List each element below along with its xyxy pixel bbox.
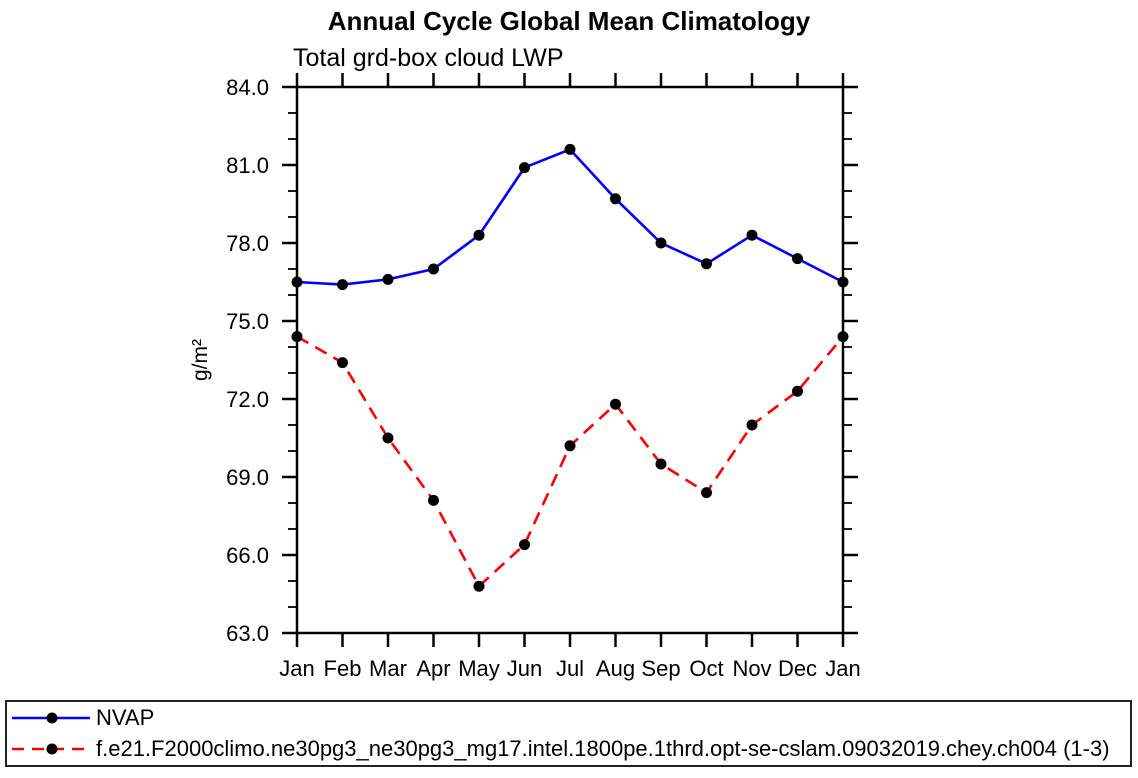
- x-tick-label: Oct: [689, 656, 723, 681]
- data-point-marker: [382, 432, 394, 444]
- x-tick-label: Jan: [825, 656, 860, 681]
- data-point-marker: [837, 331, 849, 343]
- series-line-1: [296, 335, 844, 589]
- y-tick-label: 84.0: [226, 75, 269, 100]
- data-point-marker: [291, 331, 303, 343]
- x-tick-label: Dec: [778, 656, 817, 681]
- data-point-marker: [792, 253, 803, 265]
- legend-label-nvap: NVAP: [96, 705, 155, 730]
- data-point-marker: [701, 258, 712, 270]
- legend-line-sample-nvap: [12, 712, 90, 724]
- legend-line-sample-model: [12, 743, 90, 755]
- x-tick-label: Jul: [556, 656, 584, 681]
- x-tick-label: Sep: [641, 656, 680, 681]
- y-axis-title: g/m²: [189, 339, 212, 381]
- plot-frame: [295, 85, 845, 635]
- series-markers-1: [291, 331, 849, 592]
- series-markers-0: [291, 143, 849, 291]
- x-tick-label: Jan: [279, 656, 314, 681]
- data-point-marker: [792, 385, 803, 397]
- legend-row-nvap: NVAP: [10, 703, 1130, 733]
- y-tick-label: 72.0: [226, 387, 269, 412]
- x-tick-labels: Jan Feb Mar Apr May Jun Jul Aug Sep Oct Nov Dec Jan: [279, 656, 860, 681]
- data-point-marker: [382, 273, 394, 285]
- data-point-marker: [610, 398, 621, 410]
- data-point-marker: [746, 419, 758, 431]
- data-point-marker: [564, 440, 576, 452]
- x-tick-label: May: [458, 656, 500, 681]
- data-point-marker: [428, 263, 439, 275]
- data-point-marker: [473, 580, 485, 592]
- data-point-marker: [701, 487, 712, 499]
- x-tick-label: Mar: [369, 656, 407, 681]
- x-tick-label: Apr: [416, 656, 450, 681]
- data-point-marker: [610, 193, 621, 205]
- data-point-marker: [337, 357, 348, 369]
- y-tick-label: 78.0: [226, 231, 269, 256]
- data-point-marker: [655, 237, 667, 249]
- data-point-marker: [473, 229, 485, 241]
- legend-label-model: f.e21.F2000climo.ne30pg3_ne30pg3_mg17.in…: [96, 736, 1110, 761]
- y-tick-label: 66.0: [226, 543, 269, 568]
- chart-subtitle: Total grd-box cloud LWP: [293, 44, 564, 72]
- legend-row-model: f.e21.F2000climo.ne30pg3_ne30pg3_mg17.in…: [10, 734, 1130, 764]
- x-tick-label: Feb: [324, 656, 362, 681]
- y-tick-label: 81.0: [226, 153, 269, 178]
- legend: NVAP f.e21.F2000climo.ne30pg3_ne30pg3_mg…: [5, 700, 1132, 767]
- data-point-marker: [428, 494, 439, 506]
- series-line-0: [296, 147, 844, 286]
- y-tick-label: 69.0: [226, 465, 269, 490]
- y-tick-labels: 84.0 81.0 78.0 75.0 72.0 69.0 66.0 63.0: [226, 75, 269, 646]
- y-tick-label: 63.0: [226, 621, 269, 646]
- x-axis-ticks: [295, 73, 845, 647]
- data-point-marker: [564, 143, 576, 155]
- chart-plot-area: 84.0 81.0 78.0 75.0 72.0 69.0 66.0 63.0 Jan Feb Ma…: [189, 73, 861, 681]
- y-tick-label: 75.0: [226, 309, 269, 334]
- data-point-marker: [519, 162, 530, 174]
- x-tick-label: Aug: [596, 656, 635, 681]
- data-point-marker: [746, 229, 758, 241]
- data-point-marker: [837, 276, 849, 288]
- y-axis-ticks: [282, 85, 858, 635]
- data-point-marker: [337, 279, 348, 291]
- data-point-marker: [519, 539, 530, 551]
- legend-sample-marker: [46, 743, 58, 755]
- data-point-marker: [291, 276, 303, 288]
- x-tick-label: Nov: [732, 656, 771, 681]
- chart-title: Annual Cycle Global Mean Climatology: [327, 6, 811, 36]
- legend-sample-marker: [46, 712, 58, 724]
- data-point-marker: [655, 458, 667, 470]
- x-tick-label: Jun: [507, 656, 542, 681]
